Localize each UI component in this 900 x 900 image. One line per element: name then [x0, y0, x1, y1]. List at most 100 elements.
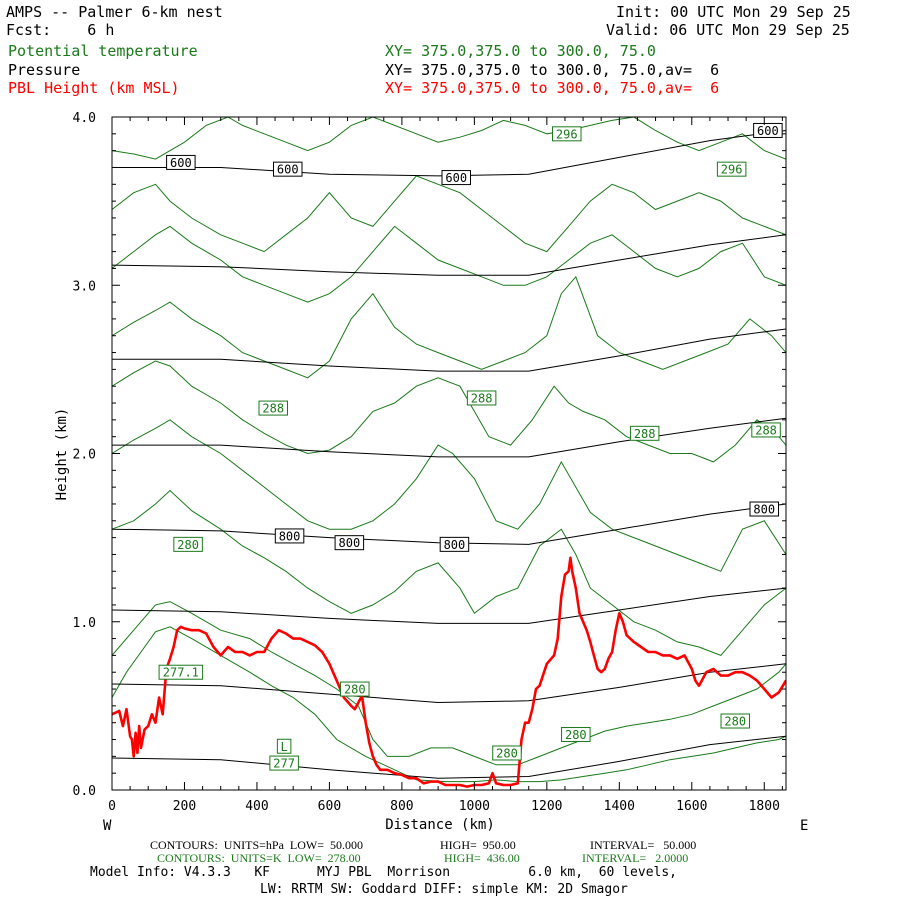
y-tick-label: 3.0: [73, 279, 96, 294]
x-tick-label: 1200: [531, 799, 562, 814]
footer-theta-interval: INTERVAL= 2.0000: [582, 851, 689, 865]
theta-label: 288: [262, 402, 284, 416]
theta-label-box: [716, 161, 747, 177]
theta-contour-2: [112, 489, 786, 656]
theta-contour-3: [112, 419, 786, 572]
y-axis-label: Height (km): [54, 408, 70, 501]
pressure-contour-3: [112, 417, 786, 458]
theta-label: 280: [724, 715, 746, 729]
theta-contours: [112, 117, 786, 783]
footer-pressure-high: HIGH= 950.00: [440, 838, 516, 852]
theta-label-box: [552, 126, 582, 142]
y-tick-label: 0.0: [73, 784, 96, 799]
theta-label: 280: [565, 728, 587, 742]
forecast-hour: Fcst: 6 h: [6, 21, 115, 39]
theta-label: 288: [634, 427, 656, 441]
pbl-height-line: [112, 556, 786, 788]
theta-label: 277.1: [163, 666, 199, 680]
pressure-contour-4: [112, 503, 786, 545]
init-time: Init: 00 UTC Mon 29 Sep 25: [616, 3, 851, 21]
pressure-label-box: [441, 170, 471, 186]
theta-contour-0: [112, 626, 786, 783]
theta-label: 277: [273, 757, 295, 771]
pressure-label-box: [274, 528, 305, 544]
theta-label-box: [269, 755, 299, 771]
theta-contour-8: [112, 117, 786, 160]
pressure-contour-5: [112, 587, 786, 624]
theta-label-box: [492, 745, 522, 761]
pressure-contour-0: [112, 130, 786, 177]
contour-labels: 600 600 600 600 800 800 800 800 296 296 288 288 288 2…: [158, 122, 783, 771]
x-tick-label: 600: [318, 799, 341, 814]
x-tick-label: 800: [390, 799, 413, 814]
theta-label-box: [340, 681, 370, 697]
pressure-contour-2: [112, 328, 786, 372]
axes: 0 200 400 600 800 1000 1200 1400 1600 1800 0.0 1.0 2…: [73, 111, 786, 814]
theta-label: 296: [721, 163, 743, 177]
x-tick-label: 200: [173, 799, 196, 814]
x-tick-label: 1000: [459, 799, 490, 814]
field-pressure-xy: XY= 375.0,375.0 to 300.0, 75.0,av= 6: [385, 61, 720, 79]
y-tick-label: 1.0: [73, 616, 96, 631]
footer-pressure-interval: INTERVAL= 50.000: [590, 838, 697, 852]
theta-label: 280: [344, 683, 366, 697]
theta-label-box: [720, 713, 751, 729]
pressure-contour-6: [112, 663, 786, 704]
theta-label-box: [276, 738, 292, 754]
x-tick-label: 1400: [604, 799, 635, 814]
x-tick-label: 0: [108, 799, 116, 814]
pressure-contours: [112, 130, 786, 779]
theta-label: 296: [556, 127, 578, 141]
theta-label-box: [258, 400, 289, 416]
pressure-contour-1: [112, 234, 786, 276]
pressure-label: 800: [339, 536, 361, 550]
pressure-label-box: [272, 161, 303, 177]
footer-model-info: Model Info: V4.3.3 KF MYJ PBL Morrison 6…: [90, 865, 677, 880]
footer-physics: LW: RRTM SW: Goddard DIFF: simple KM: 2D…: [260, 882, 628, 897]
x-tick-label: 1600: [676, 799, 707, 814]
theta-label-box: [158, 664, 204, 680]
y-tick-label: 4.0: [73, 111, 96, 126]
x-tick-label: 400: [245, 799, 268, 814]
theta-label: 280: [496, 746, 518, 760]
pressure-label-box: [439, 536, 470, 552]
field-pbl-label: PBL Height (km MSL): [8, 79, 180, 97]
pressure-label: 800: [279, 529, 301, 543]
field-pressure-label: Pressure: [8, 61, 81, 79]
pressure-label: 800: [753, 503, 775, 517]
east-label: E: [800, 818, 808, 834]
pressure-label-box: [334, 535, 365, 551]
west-label: W: [103, 818, 112, 834]
y-tick-label: 2.0: [73, 448, 96, 463]
theta-contour-4: [112, 360, 786, 463]
theta-label: 288: [755, 423, 777, 437]
pressure-label-box: [749, 501, 780, 517]
x-axis-label: Distance (km): [385, 817, 495, 833]
pressure-label: 600: [170, 156, 192, 170]
pressure-label: 600: [445, 171, 467, 185]
valid-time: Valid: 06 UTC Mon 29 Sep 25: [606, 21, 850, 39]
footer-theta-contours: CONTOURS: UNITS=K LOW= 278.00: [157, 851, 361, 865]
footer-theta-high: HIGH= 436.00: [444, 851, 520, 865]
pressure-label: 800: [444, 538, 466, 552]
theta-label-box: [466, 390, 497, 406]
theta-label-box: [561, 726, 591, 742]
pressure-contour-7: [112, 735, 786, 779]
field-theta-xy: XY= 375.0,375.0 to 300.0, 75.0: [385, 42, 656, 60]
theta-label-box: [173, 536, 203, 552]
field-pbl-xy: XY= 375.0,375.0 to 300.0, 75.0,av= 6: [385, 79, 720, 97]
theta-contour-5: [112, 275, 786, 379]
pressure-label: 600: [277, 163, 299, 177]
chart-title: AMPS -- Palmer 6-km nest: [6, 3, 223, 21]
pbl-height-series: [112, 556, 786, 788]
pressure-label: 600: [757, 124, 779, 138]
footer-pressure-contours: CONTOURS: UNITS=hPa LOW= 50.000: [150, 838, 363, 852]
theta-contour-6: [112, 225, 786, 303]
field-theta-label: Potential temperature: [8, 42, 198, 60]
theta-label: 280: [177, 538, 199, 552]
pressure-label-box: [166, 154, 196, 170]
theta-contour-1: [112, 601, 786, 766]
theta-label: L: [281, 740, 288, 754]
theta-label-box: [629, 425, 660, 441]
